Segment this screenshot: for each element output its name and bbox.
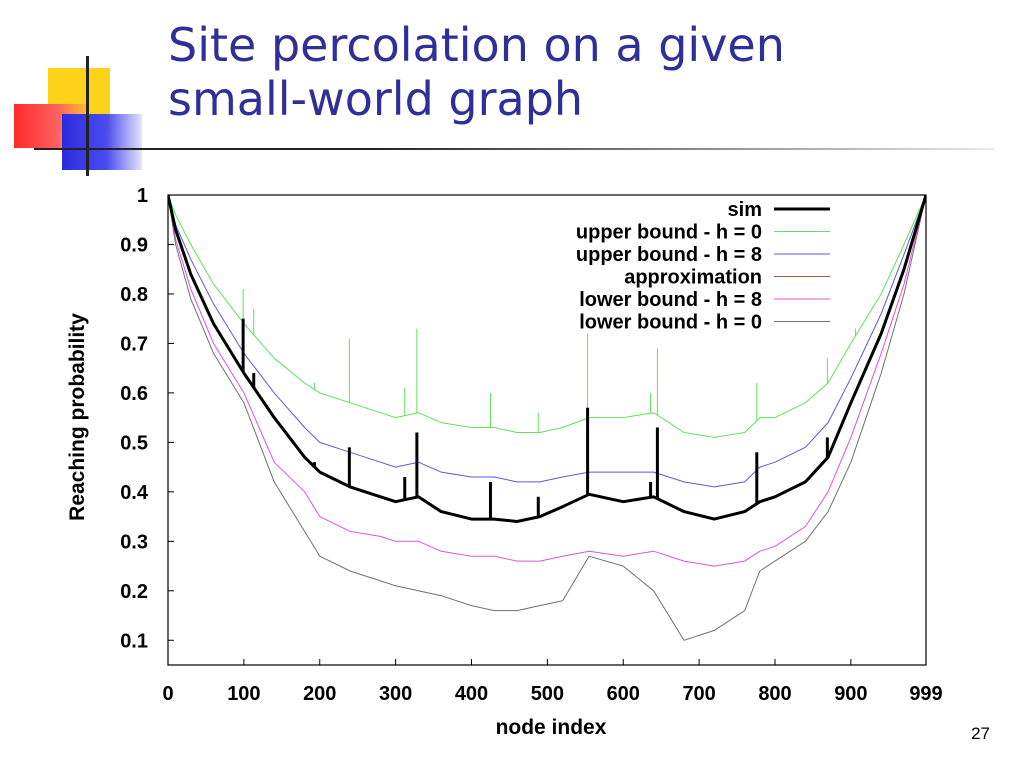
legend-label: approximation <box>624 267 762 289</box>
legend-label: sim <box>728 199 762 221</box>
legend-label: lower bound - h = 8 <box>579 289 762 311</box>
slide-title: Site percolation on a given small-world … <box>168 18 785 126</box>
series-line-4 <box>168 195 926 567</box>
legend-label: lower bound - h = 0 <box>579 312 762 334</box>
y-tick-label: 0.4 <box>120 482 149 504</box>
legend-label: upper bound - h = 0 <box>576 222 762 244</box>
series-line-5 <box>168 195 926 641</box>
x-tick-label: 500 <box>531 683 564 705</box>
x-tick-label: 800 <box>758 683 791 705</box>
series-line-1 <box>168 195 926 438</box>
x-tick-label: 900 <box>834 683 867 705</box>
decor-vertical-line <box>86 56 89 176</box>
x-tick-label: 999 <box>909 683 942 705</box>
x-tick-label: 200 <box>303 683 336 705</box>
slide-title-line-1: Site percolation on a given <box>168 18 785 72</box>
y-tick-label: 0.6 <box>120 383 148 405</box>
decor-blue-square <box>62 114 142 170</box>
x-tick-label: 300 <box>379 683 412 705</box>
x-tick-label: 400 <box>455 683 488 705</box>
x-tick-label: 700 <box>682 683 715 705</box>
y-axis-label: Reaching probability <box>66 313 89 521</box>
y-tick-label: 0.3 <box>120 531 148 553</box>
series-line-2 <box>168 195 926 488</box>
title-underline <box>34 148 994 150</box>
y-tick-label: 1 <box>137 185 148 207</box>
page-number: 27 <box>971 724 990 743</box>
y-tick-label: 0.8 <box>120 284 148 306</box>
x-tick-label: 0 <box>162 683 173 705</box>
y-tick-label: 0.1 <box>120 630 148 652</box>
plot-frame <box>167 194 927 666</box>
y-tick-label: 0.9 <box>120 234 148 256</box>
x-axis-label: node index <box>496 716 607 739</box>
y-tick-label: 0.7 <box>120 333 148 355</box>
y-tick-label: 0.2 <box>120 581 148 603</box>
series-line-0 <box>168 195 926 523</box>
slide-title-line-2: small-world graph <box>168 72 584 126</box>
x-tick-label: 100 <box>227 683 260 705</box>
x-tick-label: 600 <box>607 683 640 705</box>
y-tick-label: 0.5 <box>120 432 148 454</box>
legend-label: upper bound - h = 8 <box>576 244 762 266</box>
